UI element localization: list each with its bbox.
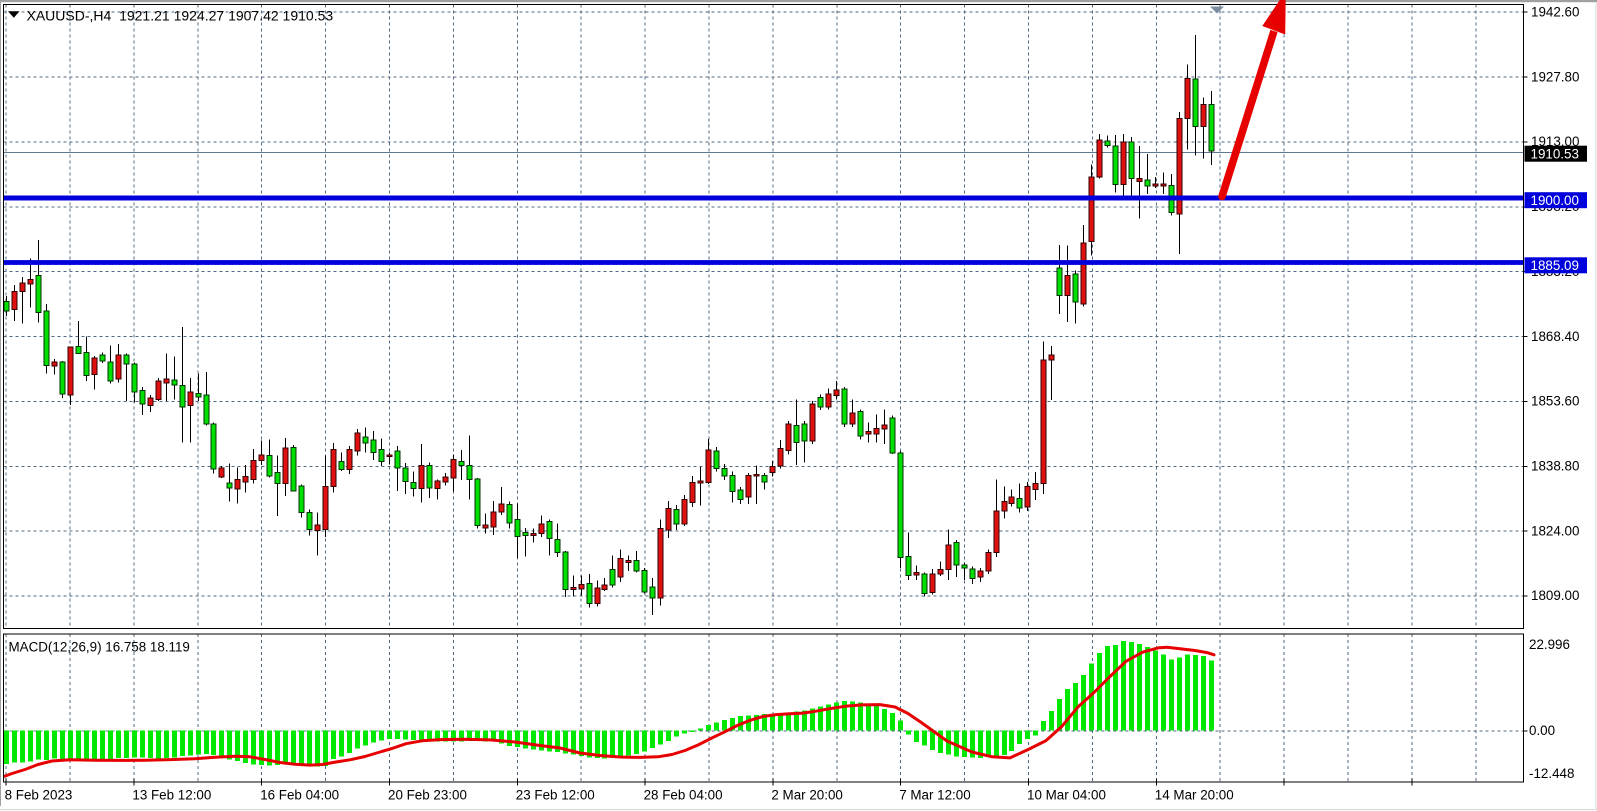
svg-text:7 Mar 12:00: 7 Mar 12:00 [899,788,970,803]
svg-text:28 Feb 04:00: 28 Feb 04:00 [644,788,723,803]
svg-text:13 Feb 12:00: 13 Feb 12:00 [132,788,211,803]
svg-text:1900.00: 1900.00 [1531,193,1579,208]
svg-text:14 Mar 20:00: 14 Mar 20:00 [1155,788,1234,803]
svg-text:2 Mar 20:00: 2 Mar 20:00 [771,788,842,803]
svg-text:1942.60: 1942.60 [1531,4,1579,19]
svg-text:-12.448: -12.448 [1529,766,1574,781]
svg-text:1824.00: 1824.00 [1531,523,1579,538]
svg-text:1910.53: 1910.53 [1531,147,1579,162]
svg-text:1809.00: 1809.00 [1531,588,1579,603]
svg-text:20 Feb 23:00: 20 Feb 23:00 [388,788,467,803]
svg-text:23 Feb 12:00: 23 Feb 12:00 [516,788,595,803]
svg-text:1868.40: 1868.40 [1531,329,1579,344]
svg-text:8 Feb 2023: 8 Feb 2023 [5,788,73,803]
svg-text:MACD(12,26,9) 16.758 18.119: MACD(12,26,9) 16.758 18.119 [9,640,190,655]
svg-text:10 Mar 04:00: 10 Mar 04:00 [1027,788,1106,803]
svg-text:1913.00: 1913.00 [1531,134,1579,149]
svg-text:1853.60: 1853.60 [1531,394,1579,409]
svg-text:1885.09: 1885.09 [1531,258,1579,273]
svg-text:XAUUSD-,H4 1921.21 1924.27 19: XAUUSD-,H4 1921.21 1924.27 1907.42 1910.… [27,7,334,23]
svg-text:16 Feb 04:00: 16 Feb 04:00 [260,788,339,803]
svg-text:1838.80: 1838.80 [1531,459,1579,474]
svg-text:22.996: 22.996 [1529,637,1570,652]
svg-text:0.00: 0.00 [1529,723,1555,738]
svg-text:1927.80: 1927.80 [1531,69,1579,84]
